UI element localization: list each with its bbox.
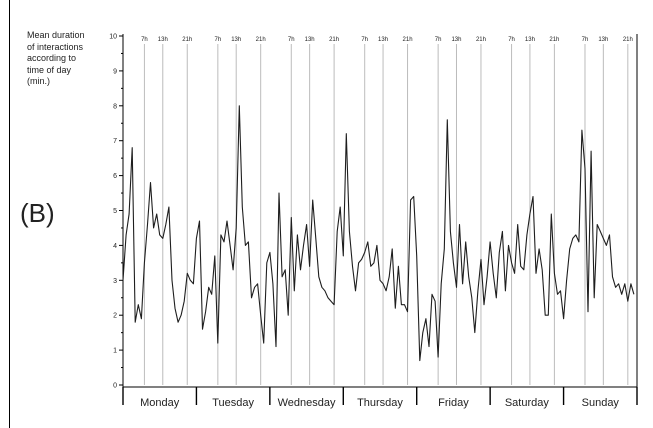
hour-marker-label: 13h [158, 37, 168, 43]
hour-marker-label: 13h [305, 37, 315, 43]
hour-marker-label: 7h [288, 37, 295, 43]
axes [119, 34, 638, 405]
hour-marker-lines [143, 44, 629, 385]
hour-marker-label: 21h [476, 37, 486, 43]
day-label: Friday [438, 397, 469, 409]
labels: 7h 13h 21h 7h 13h 21h 7h 13h 21h 7h 13h 21h 7h 13h 21h… [109, 34, 633, 410]
hour-marker-label: 21h [403, 37, 413, 43]
hour-marker-label: 21h [256, 37, 266, 43]
hour-marker-label: 7h [582, 37, 589, 43]
day-label: Wednesday [278, 397, 336, 409]
day-label: Sunday [582, 397, 620, 409]
y-tick-label: 7 [113, 138, 117, 145]
y-axis-label: Mean duration of interactions according … [27, 30, 85, 86]
day-label: Thursday [357, 397, 403, 409]
y-tick-label: 10 [109, 34, 117, 41]
series-line [122, 105, 635, 362]
hour-marker-label: 7h [215, 37, 222, 43]
day-label: Tuesday [212, 397, 254, 409]
hour-marker-label: 7h [508, 37, 515, 43]
y-tick-label: 1 [113, 348, 117, 355]
hour-marker-label: 13h [231, 37, 241, 43]
y-tick-label: 3 [113, 278, 117, 285]
panel-divider [9, 0, 10, 428]
hour-marker-label: 13h [598, 37, 608, 43]
y-tick-label: 8 [113, 103, 117, 110]
y-tick-label: 4 [113, 243, 117, 250]
y-tick-label: 0 [113, 383, 117, 390]
panel-label: (B) [20, 198, 55, 228]
day-label: Saturday [505, 397, 550, 409]
hour-marker-label: 21h [549, 37, 559, 43]
y-tick-label: 2 [113, 313, 117, 320]
y-tick-label: 9 [113, 68, 117, 75]
hour-marker-label: 21h [182, 37, 192, 43]
hour-marker-label: 21h [329, 37, 339, 43]
hour-marker-label: 13h [451, 37, 461, 43]
y-tick-label: 5 [113, 208, 117, 215]
day-label: Monday [140, 397, 180, 409]
hour-marker-label: 21h [623, 37, 633, 43]
hour-marker-label: 13h [378, 37, 388, 43]
hour-marker-label: 7h [361, 37, 368, 43]
hour-marker-label: 7h [435, 37, 442, 43]
hour-marker-label: 7h [141, 37, 148, 43]
hour-marker-label: 13h [525, 37, 535, 43]
y-tick-label: 6 [113, 173, 117, 180]
series [122, 105, 635, 362]
